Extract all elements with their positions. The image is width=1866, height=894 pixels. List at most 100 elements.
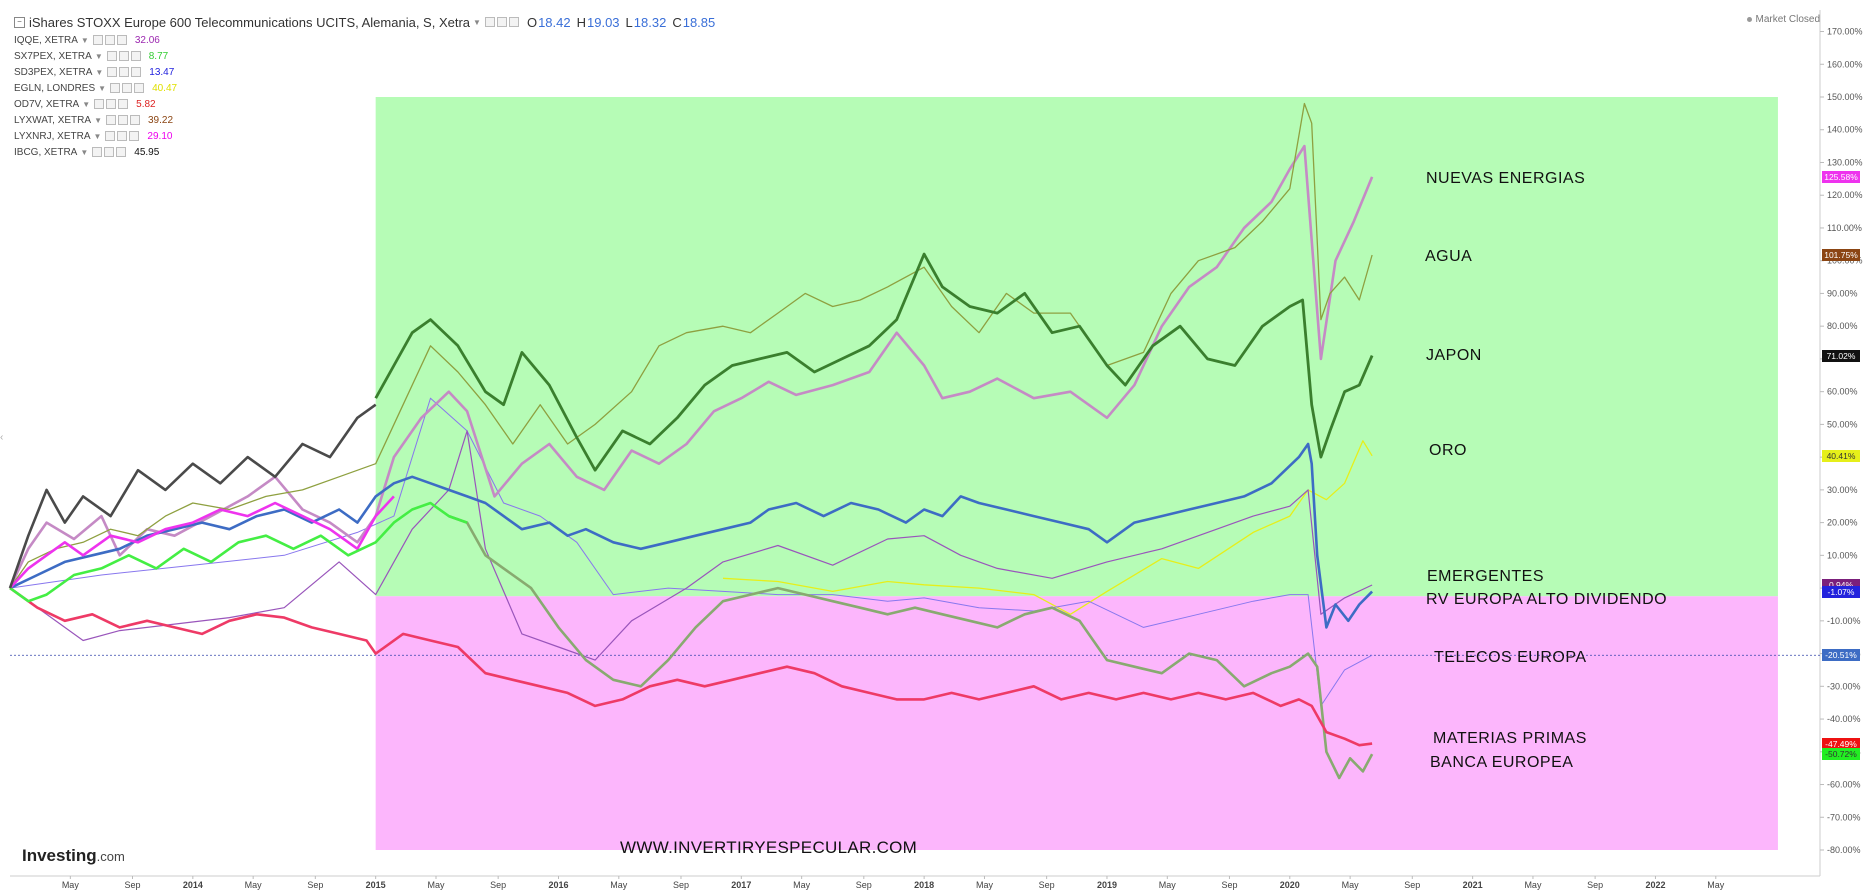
settings-icon[interactable] (104, 35, 115, 45)
settings-icon[interactable] (106, 99, 117, 109)
visibility-icon[interactable] (105, 115, 116, 125)
visibility-icon[interactable] (110, 83, 121, 93)
legend-symbol: LYXWAT, XETRA (14, 114, 92, 126)
chevron-down-icon[interactable]: ▼ (94, 51, 103, 61)
legend-value: 45.95 (134, 146, 160, 158)
chevron-down-icon[interactable]: ▼ (80, 35, 89, 45)
legend-row[interactable]: OD7V, XETRA ▼ 5.82 (14, 96, 715, 112)
y-tick-label: -40.00% (1827, 714, 1861, 724)
close-icon[interactable] (131, 67, 142, 77)
legend-row[interactable]: EGLN, LONDRES ▼ 40.47 (14, 80, 715, 96)
x-tick-label: May (976, 880, 994, 890)
visibility-icon[interactable] (106, 51, 117, 61)
close-icon[interactable] (134, 83, 145, 93)
shaded-regions (375, 97, 1778, 850)
ohlc-label: C (672, 14, 682, 30)
series-line-banca-europea[interactable] (448, 514, 1374, 780)
settings-icon[interactable] (117, 131, 128, 141)
legend-row[interactable]: SD3PEX, XETRA ▼ 13.47 (14, 64, 715, 80)
series-line-gold[interactable] (722, 440, 1373, 615)
settings-icon[interactable] (118, 51, 129, 61)
ohlc-label: L (625, 14, 633, 30)
legend-row[interactable]: IBCG, XETRA ▼ 45.95 (14, 144, 715, 160)
series-group (8, 102, 1374, 780)
series-line-japon[interactable] (374, 252, 1374, 472)
shaded-region-1 (375, 596, 1778, 850)
x-tick-label: May (610, 880, 628, 890)
chevron-down-icon[interactable]: ▼ (80, 147, 89, 157)
main-series-title[interactable]: iShares STOXX Europe 600 Telecommunicati… (29, 14, 471, 30)
x-tick-label: Sep (856, 880, 872, 890)
ohlc-value: 19.03 (587, 14, 620, 30)
visibility-icon[interactable] (107, 67, 118, 77)
settings-icon[interactable] (119, 67, 130, 77)
settings-icon[interactable] (496, 17, 507, 27)
series-line-ibcg-pre[interactable] (8, 403, 377, 589)
visibility-icon[interactable] (92, 35, 103, 45)
series-line-emergentes[interactable] (9, 430, 1373, 661)
price-label-badge: 40.41% (1822, 449, 1860, 462)
annotation-label: JAPON (1426, 346, 1482, 364)
market-status-label: Market Closed (1755, 14, 1820, 25)
legend-row[interactable]: LYXNRJ, XETRA ▼ 29.10 (14, 128, 715, 144)
close-icon[interactable] (508, 17, 519, 27)
x-tick-label: May (62, 880, 80, 890)
price-label-badge: -50.72% (1822, 748, 1860, 761)
y-tick-label: -70.00% (1827, 812, 1861, 822)
close-icon[interactable] (118, 99, 129, 109)
x-tick-label: May (245, 880, 263, 890)
series-line-rv-europa-alto-dividendo[interactable] (9, 442, 1374, 629)
x-tick-label: 2021 (1463, 880, 1483, 890)
settings-icon[interactable] (117, 115, 128, 125)
chevron-down-icon[interactable]: ▼ (98, 83, 107, 93)
visibility-icon[interactable] (105, 131, 116, 141)
price-label-badge: -20.51% (1822, 649, 1860, 662)
close-icon[interactable] (129, 131, 140, 141)
series-line-nuevas-energias[interactable] (8, 144, 1374, 589)
close-icon[interactable] (116, 147, 127, 157)
logo-suffix: .com (96, 849, 125, 864)
series-line-materias-primas[interactable] (9, 587, 1373, 747)
legend-row[interactable]: SX7PEX, XETRA ▼ 8.77 (14, 48, 715, 64)
visibility-icon[interactable] (94, 99, 105, 109)
close-icon[interactable] (129, 115, 140, 125)
annotation-label: RV EUROPA ALTO DIVIDENDO (1426, 590, 1668, 608)
collapse-icon[interactable]: − (14, 16, 25, 28)
ohlc-label: H (576, 14, 586, 30)
legend-symbol: SX7PEX, XETRA (14, 50, 92, 62)
ohlc-value: 18.32 (633, 14, 667, 30)
visibility-icon[interactable] (484, 17, 495, 27)
chevron-down-icon[interactable]: ▼ (82, 99, 91, 109)
y-tick-label: -60.00% (1827, 780, 1861, 790)
close-icon[interactable] (130, 51, 141, 61)
y-tick-label: 30.00% (1827, 485, 1858, 495)
chevron-down-icon[interactable]: ▼ (94, 115, 102, 125)
legend-row[interactable]: LYXWAT, XETRA ▼ 39.22 (14, 112, 715, 128)
x-tick-label: 2017 (731, 880, 751, 890)
legend-symbol: IBCG, XETRA (14, 146, 78, 158)
x-tick-label: Sep (1587, 880, 1603, 890)
price-label-badge: -1.07% (1822, 585, 1860, 598)
chevron-down-icon[interactable]: ▼ (93, 131, 102, 141)
left-panel-handle[interactable]: ‹ (0, 432, 4, 443)
chevron-down-icon[interactable]: ▼ (95, 67, 104, 77)
x-tick-label: 2019 (1097, 880, 1117, 890)
annotation-label: AGUA (1425, 248, 1473, 266)
legend-row[interactable]: IQQE, XETRA ▼ 32.06 (14, 32, 715, 48)
annotation-label: TELECOS EUROPA (1434, 649, 1587, 667)
chevron-down-icon[interactable]: ▼ (473, 17, 481, 27)
close-icon[interactable] (116, 35, 127, 45)
settings-icon[interactable] (122, 83, 133, 93)
series-line-agua[interactable] (9, 102, 1373, 589)
price-label-badge: -47.49% (1822, 737, 1860, 750)
settings-icon[interactable] (104, 147, 115, 157)
legend-panel: − iShares STOXX Europe 600 Telecommunica… (14, 12, 715, 160)
series-line-lyxnrj-pre[interactable] (9, 495, 395, 589)
series-line-sx7pex-pre[interactable] (9, 501, 468, 603)
x-tick-label: 2015 (366, 880, 386, 890)
x-tick-label: Sep (124, 880, 140, 890)
visibility-icon[interactable] (92, 147, 103, 157)
series-line-telecos-europa[interactable] (9, 397, 1373, 707)
y-tick-label: 140.00% (1827, 125, 1863, 135)
